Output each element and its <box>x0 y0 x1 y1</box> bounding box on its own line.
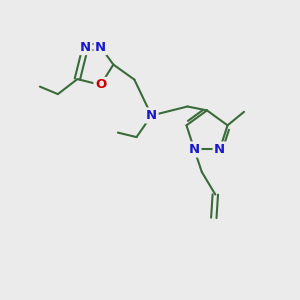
Text: N: N <box>95 40 106 54</box>
Text: O: O <box>95 78 106 92</box>
Text: N: N <box>214 143 225 156</box>
Text: N: N <box>80 40 91 54</box>
Text: N: N <box>146 109 157 122</box>
Text: N: N <box>189 143 200 156</box>
